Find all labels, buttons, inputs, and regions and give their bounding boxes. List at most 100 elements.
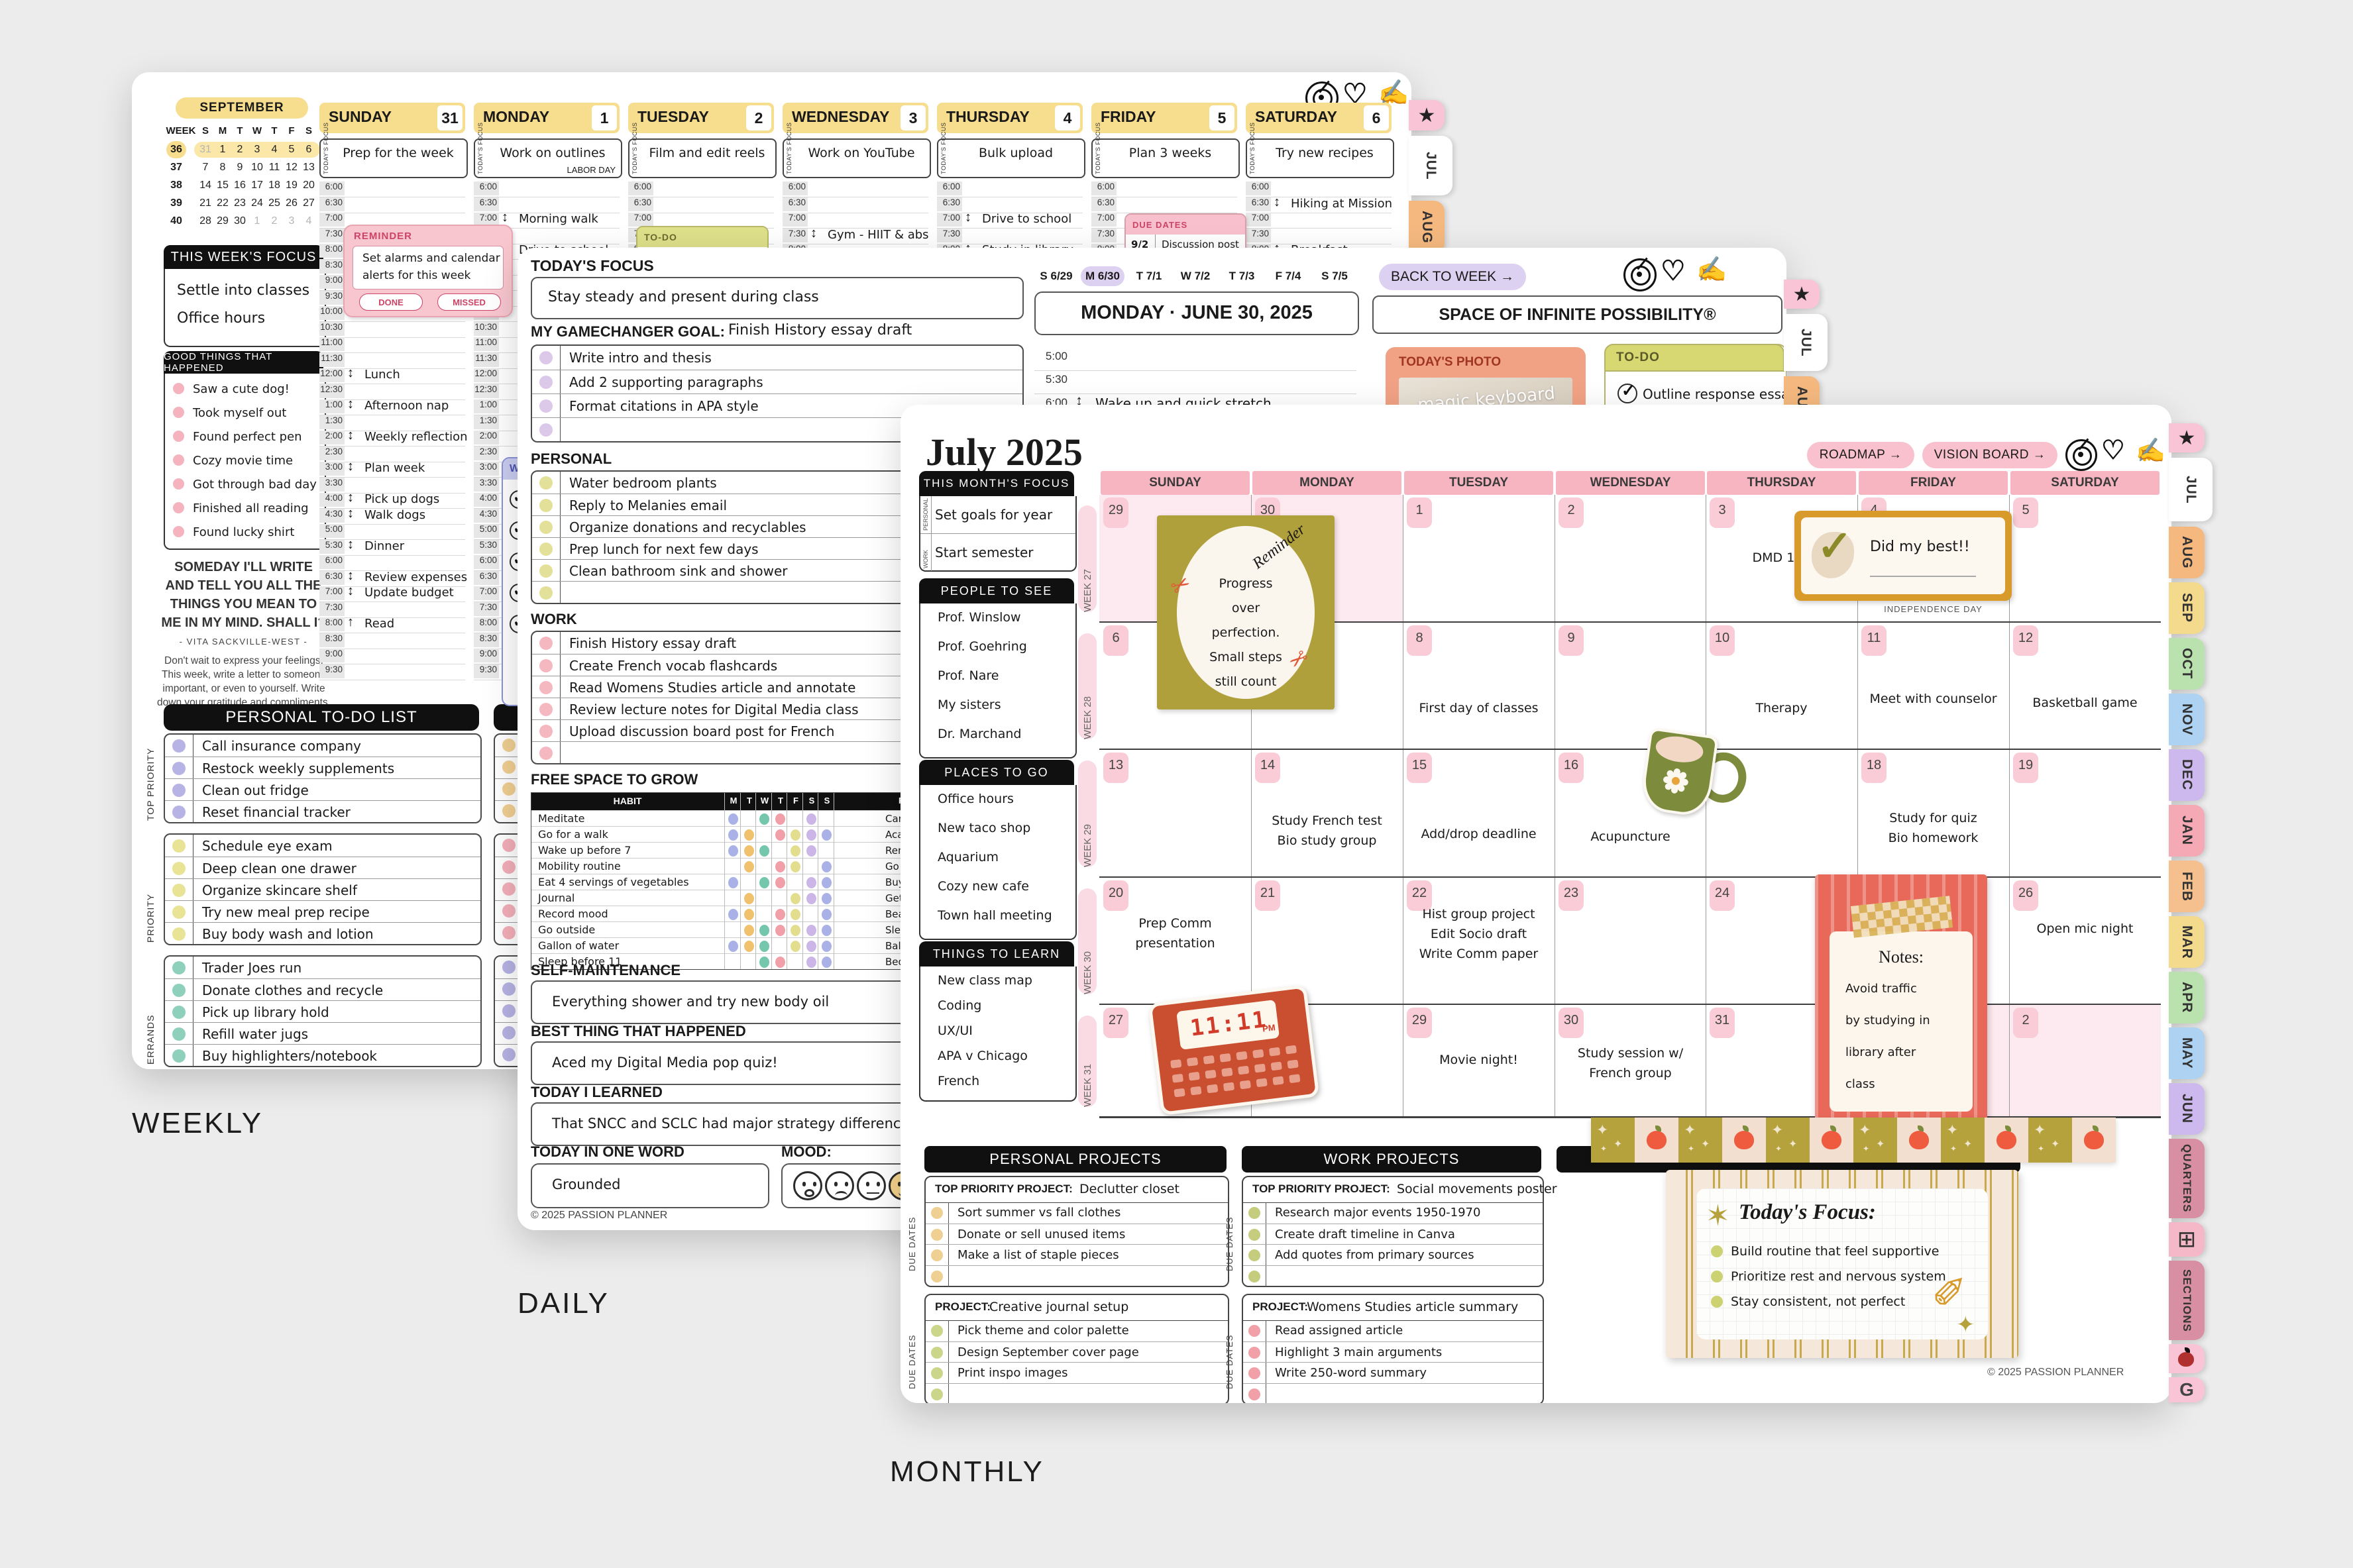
time-row[interactable] (783, 228, 928, 244)
daily-focus-box[interactable]: Stay steady and present during class (531, 277, 1024, 319)
time-row[interactable] (319, 648, 465, 664)
status-dot[interactable] (172, 762, 186, 775)
time-row[interactable] (783, 181, 928, 197)
goal-target-icon[interactable] (2065, 438, 2097, 471)
date-strip-7-1[interactable]: T 7/1 (1127, 266, 1171, 286)
event-label[interactable]: Lunch (364, 368, 400, 382)
mini-day[interactable]: 4 (271, 144, 278, 155)
habit-mark[interactable] (806, 941, 816, 952)
habit-mark[interactable] (806, 829, 816, 841)
mini-day[interactable]: 5 (288, 144, 295, 155)
mini-day[interactable]: 17 (251, 180, 263, 191)
goal-target-icon[interactable] (1623, 257, 1657, 291)
calendar-cell-21[interactable]: 21 (1251, 878, 1403, 1005)
habit-row[interactable]: Go outside Sleep (531, 921, 1022, 938)
time-row[interactable] (474, 181, 620, 197)
time-row[interactable] (319, 384, 465, 400)
time-row[interactable] (319, 399, 465, 415)
habit-mark[interactable] (791, 909, 800, 920)
mini-day[interactable]: 21 (199, 197, 211, 209)
tab-feb[interactable]: FEB (2169, 861, 2205, 912)
habit-row[interactable]: Sleep before 11 Bed r (531, 953, 1022, 970)
journal-hand-icon[interactable]: ✍ (1378, 79, 1409, 106)
status-dot[interactable] (539, 376, 553, 389)
gamechanger-row[interactable] (532, 417, 1022, 442)
project-title[interactable]: Social movements poster (1397, 1182, 1557, 1196)
things-to-learn-item[interactable]: French (938, 1074, 980, 1088)
date-strip-6-29[interactable]: S 6/29 (1034, 266, 1078, 286)
mini-day[interactable]: 7 (202, 162, 209, 173)
habit-mark[interactable] (728, 845, 738, 857)
mini-day[interactable]: 24 (251, 197, 263, 209)
day-header-sunday[interactable]: SUNDAY 31 (319, 103, 465, 133)
date-strip-7-4[interactable]: F 7/4 (1266, 266, 1310, 286)
event-label[interactable]: Hiking at Mission (1291, 197, 1393, 211)
calendar-cell-9[interactable]: 9 (1555, 623, 1706, 750)
mini-day[interactable]: 2 (271, 215, 278, 227)
one-word-box[interactable]: Grounded (531, 1163, 769, 1208)
tab-sections[interactable]: SECTIONS (2169, 1261, 2205, 1340)
project-row[interactable] (1243, 1383, 1543, 1403)
mini-day[interactable]: 1 (219, 144, 226, 155)
project-row[interactable] (1243, 1265, 1543, 1287)
personal-todo-errands-row[interactable]: Trader Joes run (165, 957, 480, 978)
time-row[interactable] (319, 492, 465, 509)
good-thing-row[interactable]: Took myself out (165, 401, 325, 424)
project-row[interactable]: Print inspo images (926, 1362, 1228, 1384)
places-to-go-item[interactable]: Town hall meeting (938, 908, 1052, 923)
event-label[interactable]: Gym - HIIT & abs (828, 228, 929, 242)
calendar-cell-14[interactable]: 14 Study French test Bio study group (1251, 750, 1403, 878)
habit-mark[interactable] (775, 925, 785, 936)
habit-mark[interactable] (791, 893, 800, 904)
project-row[interactable]: Make a list of staple pieces (926, 1244, 1228, 1266)
day-header-friday[interactable]: FRIDAY 5 (1091, 103, 1237, 133)
grid-icon-tab[interactable]: ⊞ (2169, 1222, 2205, 1257)
project-row[interactable]: Research major events 1950-1970 (1243, 1202, 1543, 1224)
work-task-row[interactable]: Upload discussion board post for French (532, 719, 1022, 742)
month-focus-row[interactable]: PERSONAL Set goals for year (920, 496, 1075, 533)
mini-day[interactable]: 11 (268, 162, 280, 173)
mini-day[interactable]: 2 (237, 144, 243, 155)
personal-todo-priority-row[interactable]: Organize skincare shelf (165, 878, 480, 901)
time-row[interactable] (319, 305, 465, 322)
habit-row[interactable]: Wake up before 7 Rent (531, 842, 1022, 859)
mini-day[interactable]: 15 (217, 180, 229, 191)
project-row[interactable]: Design September cover page (926, 1341, 1228, 1363)
habit-mark[interactable] (822, 909, 832, 920)
time-row[interactable] (319, 617, 465, 633)
habit-mark[interactable] (759, 813, 769, 825)
time-row[interactable] (474, 212, 620, 229)
time-row[interactable] (319, 181, 465, 197)
event-label[interactable]: Plan week (364, 461, 425, 475)
project-row[interactable]: Sort summer vs fall clothes (926, 1202, 1228, 1224)
time-row[interactable] (319, 508, 465, 525)
tab-jan[interactable]: JAN (2169, 805, 2205, 857)
mini-day[interactable]: 1 (254, 215, 260, 227)
calendar-cell-13[interactable]: 13 (1099, 750, 1251, 878)
mini-day[interactable]: 30 (234, 215, 246, 227)
status-dot[interactable] (172, 961, 186, 974)
habit-mark[interactable] (728, 829, 738, 841)
mood-face-neutral[interactable] (857, 1171, 886, 1200)
tab-jul[interactable]: JUL (1409, 136, 1452, 195)
mini-day[interactable]: 9 (237, 162, 243, 173)
event-label[interactable]: Update budget (364, 586, 454, 600)
status-dot[interactable] (172, 1006, 186, 1019)
mini-day[interactable]: 12 (286, 162, 298, 173)
tab-may[interactable]: MAY (2169, 1027, 2205, 1079)
habit-mark[interactable] (806, 893, 816, 904)
calendar-cell-22[interactable]: 22 Hist group project Edit Socio draft Writ… (1403, 878, 1555, 1005)
personal-todo-priority-row[interactable]: Try new meal prep recipe (165, 900, 480, 923)
time-row[interactable] (319, 352, 465, 369)
week-rail-28[interactable]: WEEK 28 (1078, 633, 1097, 739)
back-to-week-button[interactable]: BACK TO WEEK → (1379, 264, 1526, 290)
status-dot[interactable] (539, 681, 553, 694)
personal-todo-errands-row[interactable]: Donate clothes and recycle (165, 978, 480, 1001)
calendar-cell-2[interactable]: 2 (2009, 1005, 2161, 1118)
week-focus-line[interactable]: Office hours (177, 310, 266, 327)
week-rail-29[interactable]: WEEK 29 (1078, 760, 1097, 867)
event-label[interactable]: Review expenses (364, 570, 468, 584)
status-dot[interactable] (172, 1049, 186, 1063)
journal-hand-icon[interactable]: ✍ (2136, 437, 2165, 464)
time-row[interactable] (783, 197, 928, 213)
